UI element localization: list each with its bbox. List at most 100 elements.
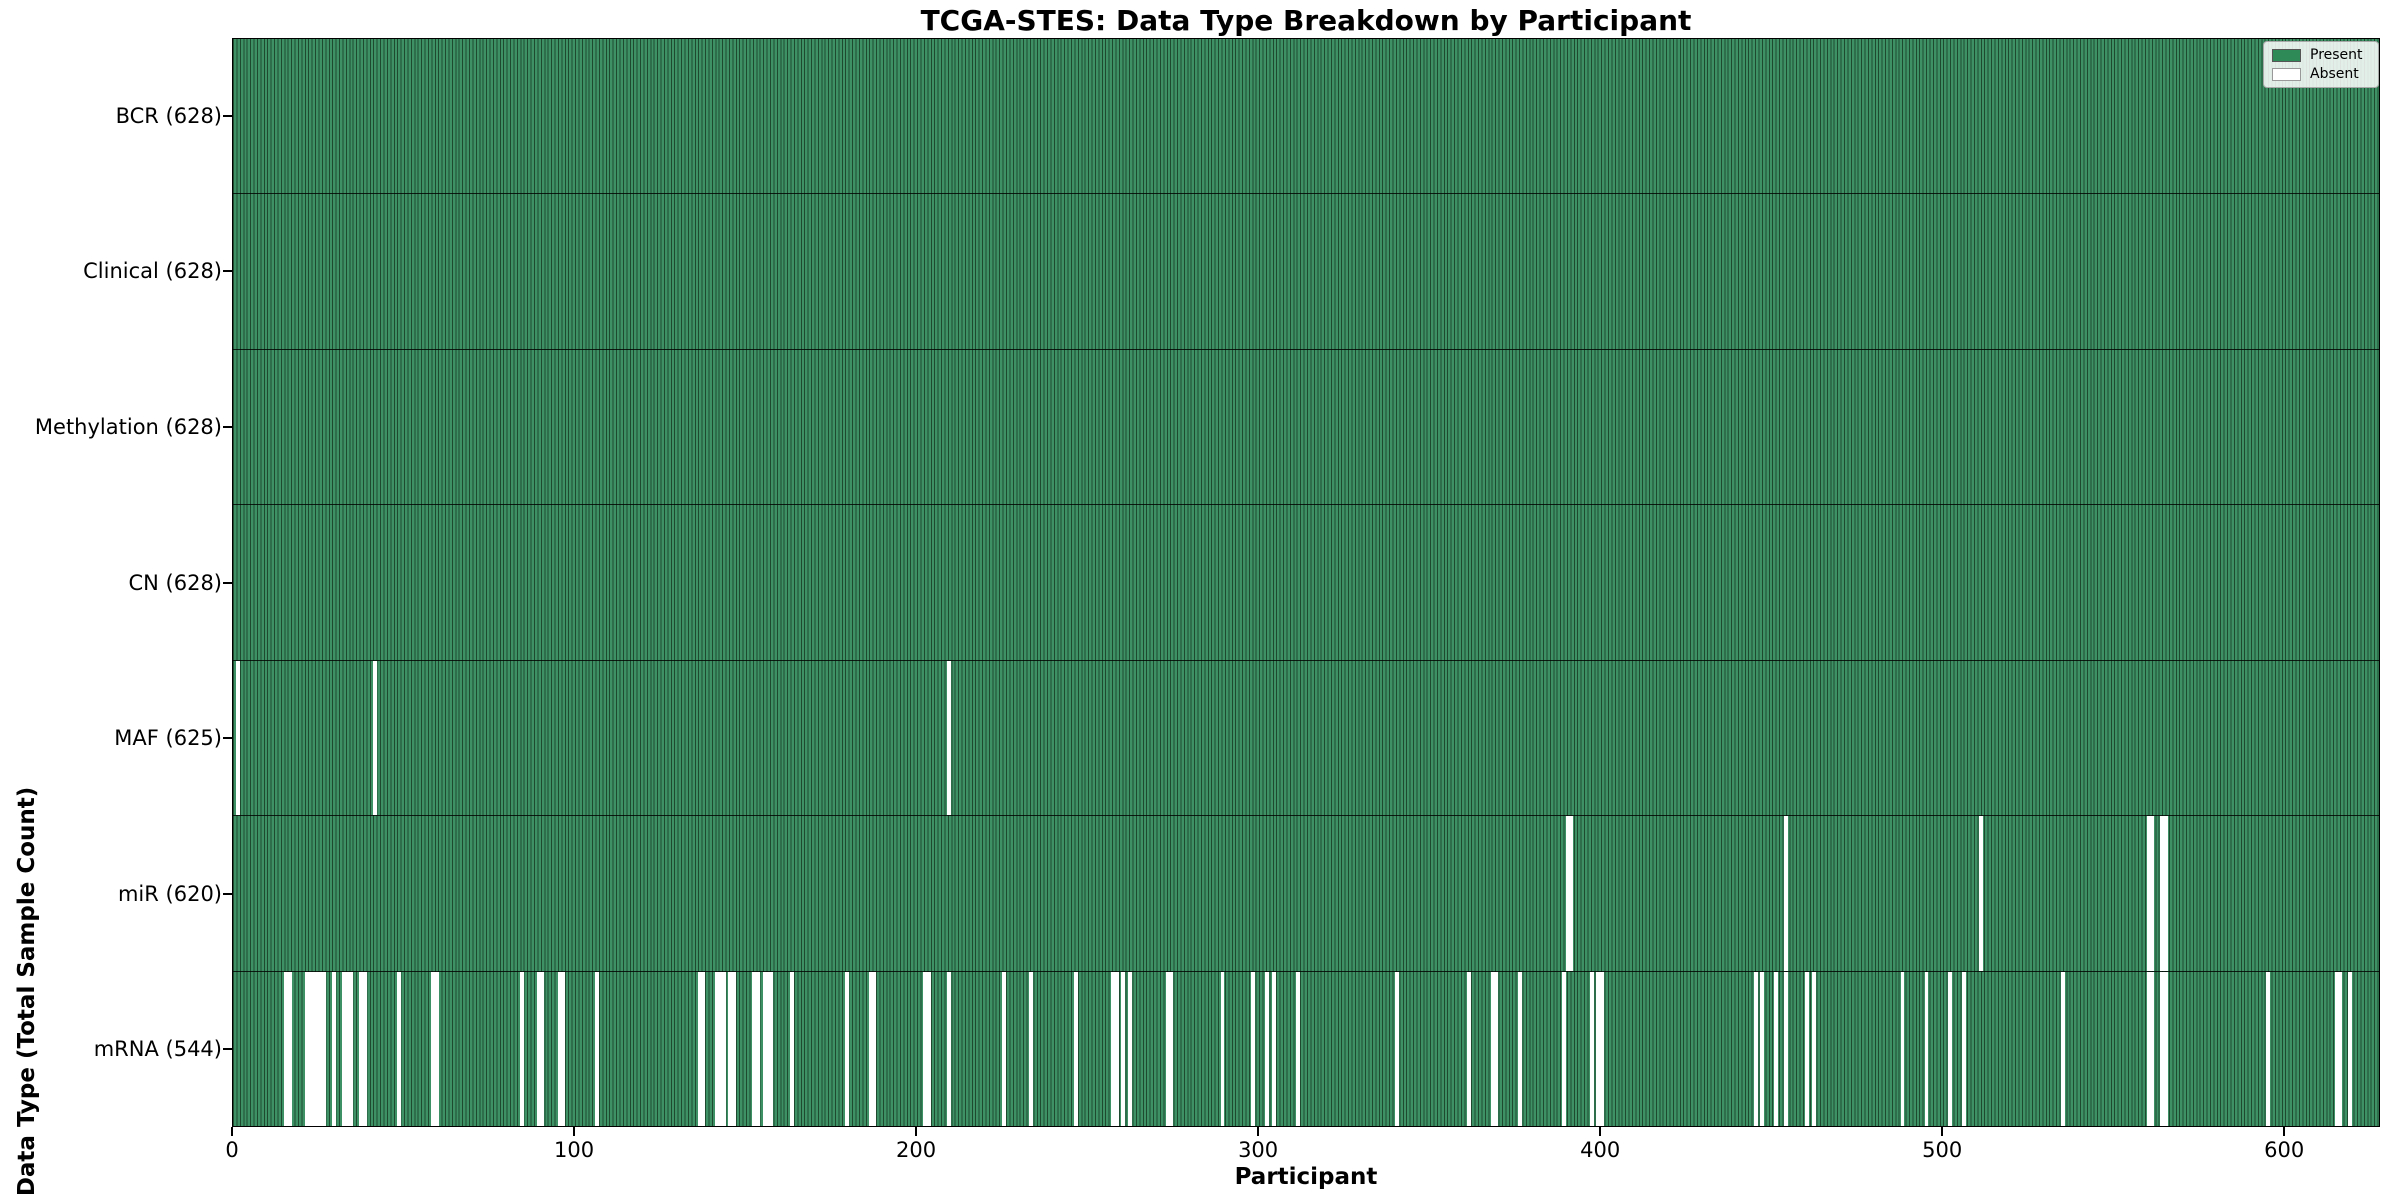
absent-gap [701,971,706,1126]
legend: Present Absent [2263,41,2379,88]
y-tick-mark [223,581,232,584]
absent-gap [1784,971,1789,1126]
x-tick-mark [231,1127,233,1136]
absent-gap [345,971,350,1126]
legend-swatch-absent [2272,67,2301,81]
absent-gap [1596,971,1601,1126]
absent-gap [304,971,309,1126]
absent-gap [431,971,436,1126]
absent-gap [236,660,241,816]
absent-gap [362,971,367,1126]
heatmap-row-methylation [233,349,2379,506]
absent-gap [1271,971,1276,1126]
absent-gap [844,971,849,1126]
y-tick-mark [223,425,232,428]
absent-gap [697,971,702,1126]
absent-gap [2160,816,2165,971]
absent-gap [342,971,347,1126]
absent-gap [1760,971,1765,1126]
absent-gap [926,971,931,1126]
absent-gap [1804,971,1809,1126]
absent-gap [1165,971,1170,1126]
y-tick-mark [223,737,232,740]
y-tick-label: miR (620) [117,881,222,906]
absent-gap [752,971,757,1126]
absent-gap [373,660,377,816]
absent-gap [397,971,401,1126]
absent-gap [349,971,354,1126]
absent-gap [520,971,524,1126]
absent-gap [434,971,439,1126]
absent-gap [1466,971,1471,1126]
heatmap-rows [233,39,2379,1126]
absent-gap [728,971,733,1126]
absent-gap [2163,971,2168,1126]
absent-gap [1121,971,1126,1126]
y-tick-label: Clinical (628) [83,259,222,284]
absent-gap [721,971,726,1126]
absent-gap [762,971,767,1126]
absent-gap [1517,971,1522,1126]
heatmap-row-mrna [233,971,2379,1126]
x-tick-mark [915,1127,918,1136]
absent-gap [287,971,292,1126]
absent-gap [1962,971,1966,1126]
y-tick-label: CN (628) [128,570,222,595]
absent-gap [1753,971,1758,1126]
absent-gap [1784,816,1789,971]
absent-gap [1589,971,1594,1126]
absent-gap [359,971,364,1126]
y-tick-mark [223,1048,232,1051]
absent-gap [714,971,719,1126]
x-tick-label: 100 [553,1138,595,1162]
absent-gap [1599,971,1604,1126]
y-tick-mark [223,892,232,895]
absent-gap [595,971,600,1126]
absent-gap [537,971,542,1126]
absent-gap [2334,971,2339,1126]
absent-gap [315,971,319,1126]
absent-gap [1169,971,1174,1126]
absent-gap [1948,971,1953,1126]
absent-gap [755,971,760,1126]
x-tick-mark [1941,1127,1944,1136]
x-tick-label: 200 [896,1138,937,1162]
absent-gap [1490,971,1495,1126]
absent-gap [1562,971,1567,1126]
heatmap-row-maf [233,660,2379,817]
legend-entry-present: Present [2272,48,2370,62]
absent-gap [2150,816,2154,971]
absent-gap [2348,971,2353,1126]
absent-gap [1114,971,1119,1126]
absent-gap [557,971,562,1126]
x-tick-label: 400 [1580,1138,1621,1162]
absent-gap [2146,816,2151,971]
chart-title: TCGA-STES: Data Type Breakdown by Partic… [920,4,1692,37]
absent-gap [1979,816,1984,971]
absent-gap [2061,971,2066,1126]
absent-gap [1128,971,1133,1126]
legend-label-absent: Absent [2310,66,2359,82]
absent-gap [731,971,736,1126]
x-tick-label: 300 [1238,1138,1279,1162]
y-tick-label: Methylation (628) [34,414,222,439]
absent-gap [1493,971,1498,1126]
absent-gap [2163,816,2168,971]
absent-gap [561,971,565,1126]
absent-gap [2150,971,2154,1126]
absent-gap [1569,816,1574,971]
x-tick-mark [2283,1127,2286,1136]
y-tick-mark [223,270,232,273]
absent-gap [718,971,723,1126]
x-tick-mark [1257,1127,1260,1136]
absent-gap [947,971,952,1126]
x-axis-label: Participant [1234,1164,1378,1190]
absent-gap [923,971,928,1126]
absent-gap [1565,816,1570,971]
absent-gap [311,971,316,1126]
absent-gap [332,971,336,1126]
y-tick-label: BCR (628) [115,103,222,128]
absent-gap [1029,971,1034,1126]
absent-gap [2160,971,2165,1126]
heatmap-row-mir [233,816,2379,972]
